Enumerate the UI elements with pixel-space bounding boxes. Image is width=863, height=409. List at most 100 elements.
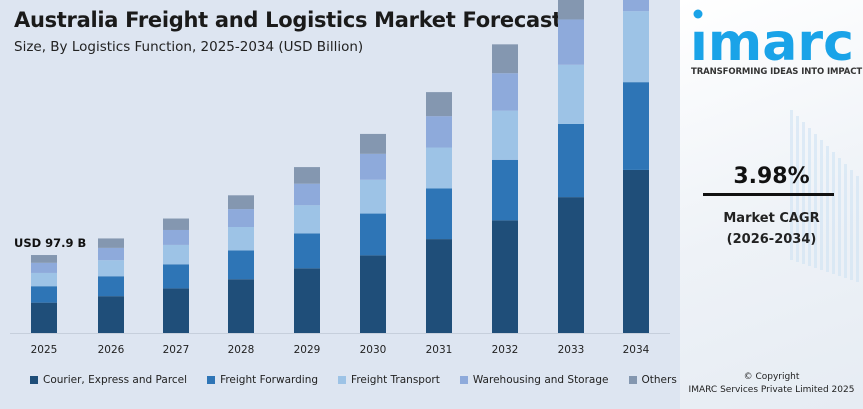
legend-label: Freight Forwarding	[220, 374, 319, 386]
decoration-stripe	[856, 176, 859, 282]
legend-label: Freight Transport	[351, 374, 440, 386]
bar-segment	[558, 197, 584, 333]
bar-segment	[294, 268, 320, 333]
bar-segment	[492, 110, 518, 160]
bar-segment	[294, 233, 320, 269]
cagr-period: (2026-2034)	[726, 232, 817, 247]
bar-segment	[360, 133, 386, 154]
bar-segment	[426, 92, 452, 117]
x-tick-label: 2029	[294, 344, 321, 356]
bar-segment	[98, 260, 124, 277]
cagr-value: 3.98%	[733, 164, 810, 189]
bar-segment	[228, 195, 254, 210]
stacked-bar-chart: 2025 USD 97.9 B 2026 2027 2028 2029 2030 2031 20…	[10, 0, 670, 356]
bar-segment	[360, 179, 386, 214]
legend-swatch	[628, 376, 637, 384]
bar-segment	[360, 213, 386, 256]
bar-segment	[98, 247, 124, 261]
divider	[703, 193, 834, 196]
legend-item: Courier, Express and Parcel	[30, 374, 187, 386]
legend-item: Freight Transport	[338, 374, 440, 386]
cagr-label-block: Market CAGR (2026-2034)	[680, 208, 863, 250]
bar-segment	[426, 147, 452, 189]
bar-segment	[360, 153, 386, 180]
imarc-logo: ımarc	[690, 9, 854, 68]
svg-text:ımarc: ımarc	[690, 13, 854, 68]
decoration-stripe	[790, 110, 793, 260]
decoration-stripe	[850, 170, 853, 280]
decoration-stripe	[832, 152, 835, 274]
x-tick-label: 2032	[492, 344, 519, 356]
bar-segment	[31, 272, 57, 287]
x-tick-label: 2030	[360, 344, 387, 356]
bar-segment	[228, 209, 254, 227]
decoration-stripe	[844, 164, 847, 278]
bar-segment	[558, 0, 584, 20]
bar-segment	[492, 73, 518, 111]
legend-swatch	[459, 376, 468, 384]
bar-segment	[228, 279, 254, 333]
bar-segment	[163, 218, 189, 230]
decoration-stripe	[838, 158, 841, 276]
legend-swatch	[207, 376, 216, 384]
x-tick-label: 2034	[623, 344, 650, 356]
decoration-stripe	[796, 116, 799, 262]
bar-segment	[163, 244, 189, 265]
legend-label: Courier, Express and Parcel	[43, 374, 188, 386]
bar-segment	[492, 159, 518, 221]
bar-segment	[98, 276, 124, 297]
bar-segment	[623, 82, 649, 170]
bar-segment	[98, 296, 124, 333]
x-tick-label: 2026	[98, 344, 125, 356]
bar-segment	[426, 116, 452, 148]
chart-panel: Australia Freight and Logistics Market F…	[0, 0, 680, 409]
bar-segment	[623, 11, 649, 83]
legend-label: Others	[641, 374, 677, 386]
legend-label: Warehousing and Storage	[472, 374, 609, 386]
x-tick-label: 2027	[163, 344, 190, 356]
bar-segment	[623, 0, 649, 12]
bar-segment	[492, 44, 518, 74]
bar-segment	[558, 123, 584, 198]
bar-segment	[163, 264, 189, 289]
company-name: IMARC Services Private Limited 2025	[688, 385, 855, 395]
bar-segment	[163, 288, 189, 333]
copyright: © Copyright	[743, 372, 800, 382]
x-tick-label: 2025	[31, 344, 58, 356]
bar-segment	[31, 286, 57, 303]
bar-segment	[228, 250, 254, 280]
bar-segment	[623, 169, 649, 333]
legend-item: Warehousing and Storage	[459, 374, 609, 386]
total-label: USD 97.9 B	[14, 236, 86, 250]
legend-item: Freight Forwarding	[207, 374, 318, 386]
bar-segment	[294, 205, 320, 234]
bar-segment	[98, 238, 124, 248]
x-tick-label: 2033	[558, 344, 585, 356]
copyright-block: © Copyright IMARC Services Private Limit…	[680, 371, 863, 397]
bar-segment	[294, 167, 320, 184]
bar-segment	[31, 255, 57, 263]
bar-segment	[294, 183, 320, 206]
bar-segment	[360, 255, 386, 333]
cagr-label: Market CAGR	[723, 211, 820, 226]
decoration-stripe	[814, 134, 817, 268]
bar-segment	[31, 302, 57, 333]
legend-item: Others	[628, 374, 677, 386]
bar-segment	[228, 226, 254, 251]
bar-segment	[558, 64, 584, 124]
bar-segment	[558, 19, 584, 65]
legend-swatch	[30, 376, 38, 384]
legend-swatch	[338, 376, 347, 384]
bar-segment	[163, 229, 189, 245]
side-panel: ımarc TRANSFORMING IDEAS INTO IMPACT 3.9…	[680, 0, 863, 409]
bar-segment	[426, 239, 452, 333]
x-tick-label: 2028	[228, 344, 255, 356]
chart-subtitle: Size, By Logistics Function, 2025-2034 (…	[14, 39, 364, 55]
decoration-stripe	[826, 146, 829, 272]
x-tick-label: 2031	[426, 344, 453, 356]
decoration-stripe	[820, 140, 823, 270]
chart-title: Australia Freight and Logistics Market F…	[14, 8, 562, 32]
bar-segment	[492, 220, 518, 333]
bar-segment	[426, 188, 452, 240]
logo-tagline: TRANSFORMING IDEAS INTO IMPACT	[691, 67, 863, 77]
